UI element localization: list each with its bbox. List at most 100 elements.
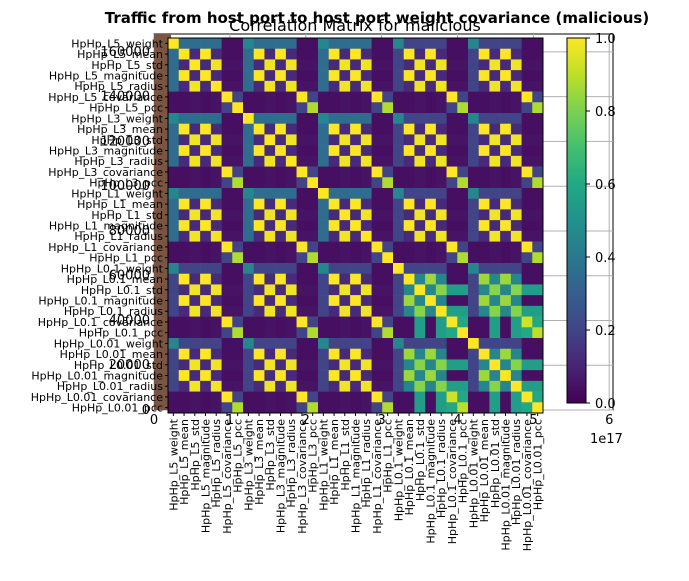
heatmap-cell — [350, 359, 362, 371]
heatmap-cell — [307, 145, 319, 157]
heatmap-cell — [457, 295, 469, 307]
heatmap-cell — [532, 284, 544, 296]
heatmap-cell — [189, 188, 201, 200]
heatmap-cell — [350, 284, 362, 296]
heatmap-cell — [425, 284, 437, 296]
heatmap-cell — [285, 380, 297, 392]
heatmap-cell — [243, 391, 255, 403]
heatmap-cell — [264, 80, 276, 92]
heatmap-cell — [178, 113, 190, 125]
heatmap-cell — [532, 102, 544, 114]
heatmap-cell — [221, 338, 233, 350]
heatmap-cell — [435, 327, 447, 339]
heatmap-cell — [210, 252, 222, 264]
heatmap-cell — [360, 327, 372, 339]
heatmap-cell — [489, 80, 501, 92]
heatmap-cell — [285, 220, 297, 232]
heatmap-cell — [285, 80, 297, 92]
heatmap-cell — [232, 59, 244, 71]
heatmap-cell — [532, 198, 544, 210]
row-label: HpHp_L3_weight — [71, 112, 163, 125]
background-histogram-x-tick-label: 3 — [377, 413, 385, 428]
column-label: HpHp_L0.01_covariance — [521, 419, 534, 551]
heatmap-cell — [178, 380, 190, 392]
heatmap-cell — [168, 263, 180, 275]
heatmap-cell — [178, 241, 190, 253]
heatmap-cell — [285, 370, 297, 382]
heatmap-cell — [360, 80, 372, 92]
heatmap-cell — [275, 284, 287, 296]
heatmap-cell — [264, 145, 276, 157]
heatmap-cell — [221, 402, 233, 414]
heatmap-cell — [275, 220, 287, 232]
heatmap-cell — [403, 380, 415, 392]
heatmap-cell — [521, 370, 533, 382]
heatmap-cell — [275, 166, 287, 178]
heatmap-cell — [457, 209, 469, 221]
heatmap-cell — [532, 70, 544, 82]
heatmap-cell — [489, 295, 501, 307]
heatmap-cell — [393, 91, 405, 103]
heatmap-cell — [210, 80, 222, 92]
heatmap-cell — [425, 316, 437, 328]
heatmap-cell — [414, 402, 426, 414]
heatmap-cell — [221, 230, 233, 242]
heatmap-cell — [350, 102, 362, 114]
heatmap-cell — [371, 198, 383, 210]
heatmap-cell — [446, 198, 458, 210]
heatmap-cell — [403, 166, 415, 178]
heatmap-cell — [264, 284, 276, 296]
heatmap-cell — [275, 155, 287, 167]
heatmap-cell — [393, 80, 405, 92]
heatmap-cell — [371, 370, 383, 382]
heatmap-cell — [232, 70, 244, 82]
heatmap-cell — [318, 273, 330, 285]
row-label: HpHp_L5_magnitude — [49, 70, 163, 83]
heatmap-cell — [307, 198, 319, 210]
heatmap-cell — [243, 134, 255, 146]
heatmap-cell — [307, 380, 319, 392]
heatmap-cell — [328, 38, 340, 50]
heatmap-cell — [232, 134, 244, 146]
heatmap-cell — [350, 220, 362, 232]
heatmap-cell — [478, 177, 490, 189]
heatmap-cell — [500, 188, 512, 200]
heatmap-cell — [210, 91, 222, 103]
heatmap-cell — [178, 338, 190, 350]
heatmap-cell — [414, 230, 426, 242]
heatmap-cell — [414, 155, 426, 167]
heatmap-cell — [435, 70, 447, 82]
heatmap-cell — [393, 48, 405, 60]
heatmap-cell — [403, 252, 415, 264]
row-label: HpHp_L5_pcc — [89, 102, 163, 115]
heatmap-cell — [382, 70, 394, 82]
heatmap-cell — [221, 145, 233, 157]
heatmap-cell — [446, 70, 458, 82]
heatmap-cell — [371, 295, 383, 307]
heatmap-cell — [210, 348, 222, 360]
heatmap-cell — [521, 188, 533, 200]
heatmap-cell — [328, 155, 340, 167]
heatmap-cell — [210, 177, 222, 189]
heatmap-cell — [457, 220, 469, 232]
heatmap-cell — [328, 359, 340, 371]
heatmap-cell — [350, 91, 362, 103]
heatmap-cell — [285, 113, 297, 125]
column-label: HpHp_L0.01_radius — [510, 419, 523, 525]
heatmap-cell — [500, 359, 512, 371]
heatmap-cell — [510, 402, 522, 414]
heatmap-cell — [532, 91, 544, 103]
heatmap-cell — [189, 198, 201, 210]
heatmap-cell — [382, 252, 394, 264]
heatmap-cell — [371, 284, 383, 296]
heatmap-cell — [489, 209, 501, 221]
heatmap-cell — [510, 102, 522, 114]
heatmap-cell — [189, 316, 201, 328]
row-label: HpHp_L5_radius — [74, 80, 163, 93]
correlation-heatmap — [168, 38, 544, 414]
heatmap-cell — [360, 38, 372, 50]
row-label: HpHp_L0.1_weight — [61, 262, 164, 275]
background-histogram-bar — [154, 34, 171, 410]
heatmap-cell — [307, 241, 319, 253]
heatmap-cell — [275, 134, 287, 146]
